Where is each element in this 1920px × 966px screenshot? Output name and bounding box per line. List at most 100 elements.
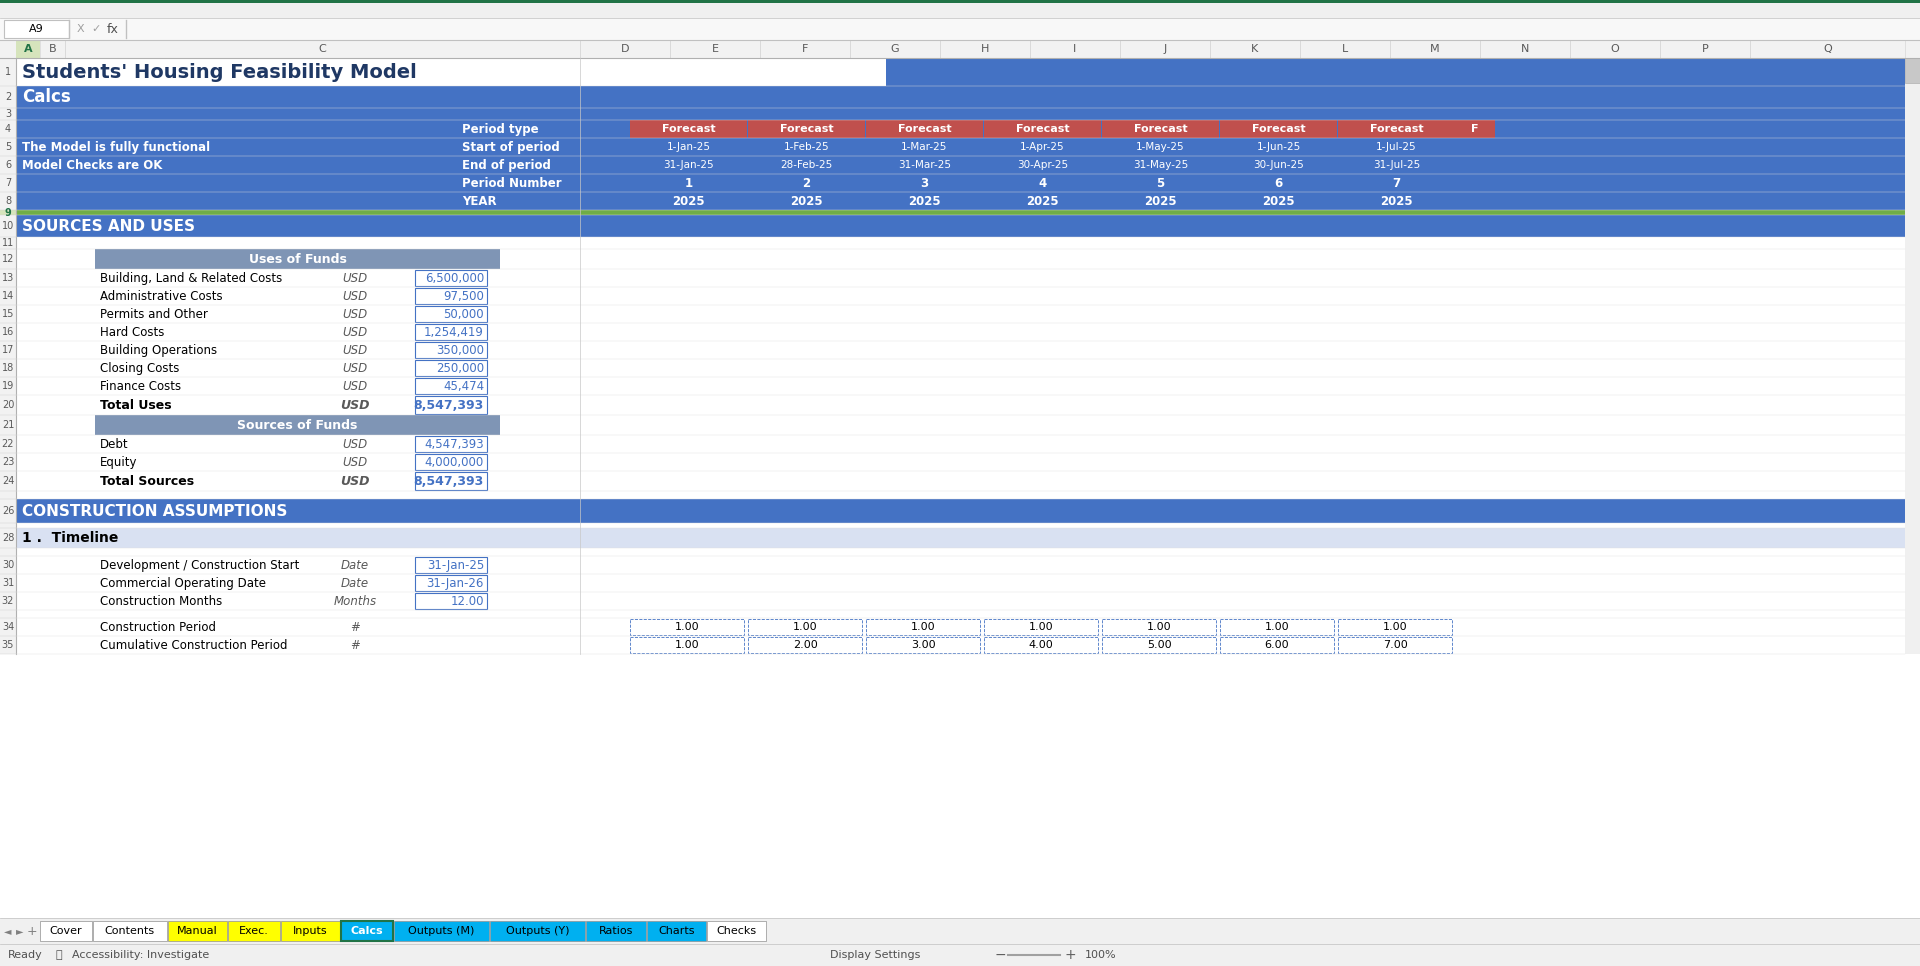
Text: +: + xyxy=(1064,948,1075,962)
Text: 8: 8 xyxy=(6,196,12,206)
Bar xyxy=(866,120,983,138)
Bar xyxy=(1300,40,1390,58)
Text: USD: USD xyxy=(342,290,367,302)
Text: 31-May-25: 31-May-25 xyxy=(1133,160,1188,170)
Text: 32: 32 xyxy=(2,596,13,606)
Text: 21: 21 xyxy=(2,420,13,430)
Text: 8,547,393: 8,547,393 xyxy=(413,399,484,412)
Text: 2: 2 xyxy=(803,177,810,189)
Text: Exec.: Exec. xyxy=(238,926,269,936)
Bar xyxy=(15,395,1905,415)
Bar xyxy=(15,453,1905,471)
Text: O: O xyxy=(1611,44,1619,54)
Text: Closing Costs: Closing Costs xyxy=(100,361,179,375)
Bar xyxy=(15,523,1905,528)
Text: 12: 12 xyxy=(2,254,13,264)
Text: 1,254,419: 1,254,419 xyxy=(424,326,484,338)
Bar xyxy=(0,210,15,215)
Bar xyxy=(415,288,488,304)
Text: 1.00: 1.00 xyxy=(1029,622,1054,632)
Bar xyxy=(15,138,1905,156)
Text: Sources of Funds: Sources of Funds xyxy=(238,418,357,432)
Bar xyxy=(0,944,1920,966)
Bar xyxy=(670,40,760,58)
Text: 5: 5 xyxy=(1156,177,1165,189)
Text: USD: USD xyxy=(342,271,367,285)
Bar xyxy=(1905,58,1920,654)
Bar xyxy=(415,342,488,358)
Text: 16: 16 xyxy=(2,327,13,337)
Text: 24: 24 xyxy=(2,476,13,486)
Bar xyxy=(415,360,488,376)
Bar xyxy=(280,921,340,941)
Text: K: K xyxy=(1252,44,1260,54)
Bar xyxy=(983,637,1098,653)
Bar xyxy=(94,249,499,269)
Text: Cumulative Construction Period: Cumulative Construction Period xyxy=(100,639,288,651)
Text: 2: 2 xyxy=(6,92,12,102)
Bar xyxy=(1571,40,1661,58)
Text: Accessibility: Investigate: Accessibility: Investigate xyxy=(73,950,209,960)
Bar xyxy=(0,58,15,654)
Text: 1.00: 1.00 xyxy=(1382,622,1407,632)
Bar xyxy=(0,18,1920,40)
Bar xyxy=(630,637,745,653)
Bar xyxy=(15,341,1905,359)
Bar xyxy=(490,921,586,941)
Text: Forecast: Forecast xyxy=(1369,124,1423,134)
Text: Administrative Costs: Administrative Costs xyxy=(100,290,223,302)
Text: Forecast: Forecast xyxy=(1252,124,1306,134)
Bar xyxy=(15,40,40,58)
Bar xyxy=(749,120,866,138)
Text: 1.00: 1.00 xyxy=(674,640,699,650)
Bar xyxy=(15,491,1905,499)
Bar xyxy=(415,306,488,322)
Text: 31: 31 xyxy=(2,578,13,588)
Text: 34: 34 xyxy=(2,622,13,632)
Bar xyxy=(707,921,766,941)
Text: Outputs (Y): Outputs (Y) xyxy=(507,926,570,936)
Text: B: B xyxy=(48,44,56,54)
Text: 1.00: 1.00 xyxy=(1265,622,1290,632)
Bar xyxy=(92,921,167,941)
Text: Period type: Period type xyxy=(463,123,540,135)
Text: 7: 7 xyxy=(1392,177,1400,189)
Bar xyxy=(415,324,488,340)
Text: Hard Costs: Hard Costs xyxy=(100,326,165,338)
Text: E: E xyxy=(712,44,718,54)
Bar xyxy=(0,40,1920,58)
Bar xyxy=(0,3,1920,18)
Text: +: + xyxy=(27,924,36,937)
Bar xyxy=(15,210,1905,215)
Text: C: C xyxy=(319,44,326,54)
Bar xyxy=(15,556,1905,574)
Bar xyxy=(1661,40,1749,58)
Text: USD: USD xyxy=(342,326,367,338)
Text: 250,000: 250,000 xyxy=(436,361,484,375)
Bar xyxy=(415,270,488,286)
Text: 28-Feb-25: 28-Feb-25 xyxy=(780,160,833,170)
Text: 30: 30 xyxy=(2,560,13,570)
Text: Inputs: Inputs xyxy=(294,926,328,936)
Text: 1-Jul-25: 1-Jul-25 xyxy=(1377,142,1417,152)
Text: 31-Jul-25: 31-Jul-25 xyxy=(1373,160,1421,170)
Text: 5.00: 5.00 xyxy=(1146,640,1171,650)
Text: Period Number: Period Number xyxy=(463,177,563,189)
Text: N: N xyxy=(1521,44,1528,54)
Text: ◄: ◄ xyxy=(4,926,12,936)
Text: 97,500: 97,500 xyxy=(444,290,484,302)
Bar xyxy=(15,156,1905,174)
Text: 20: 20 xyxy=(2,400,13,410)
Text: fx: fx xyxy=(108,22,119,36)
Bar xyxy=(15,174,1905,192)
Text: Cover: Cover xyxy=(50,926,83,936)
Bar xyxy=(749,637,862,653)
Text: Manual: Manual xyxy=(177,926,217,936)
Bar xyxy=(1905,58,1920,83)
Text: 6: 6 xyxy=(6,160,12,170)
Bar xyxy=(1338,619,1452,635)
Bar xyxy=(1905,636,1920,654)
Bar xyxy=(40,921,92,941)
Text: A: A xyxy=(23,44,33,54)
Bar xyxy=(866,619,979,635)
